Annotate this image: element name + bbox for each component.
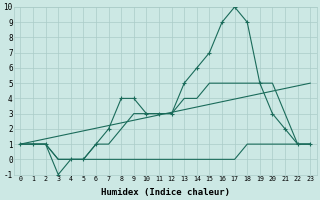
X-axis label: Humidex (Indice chaleur): Humidex (Indice chaleur) xyxy=(101,188,230,197)
